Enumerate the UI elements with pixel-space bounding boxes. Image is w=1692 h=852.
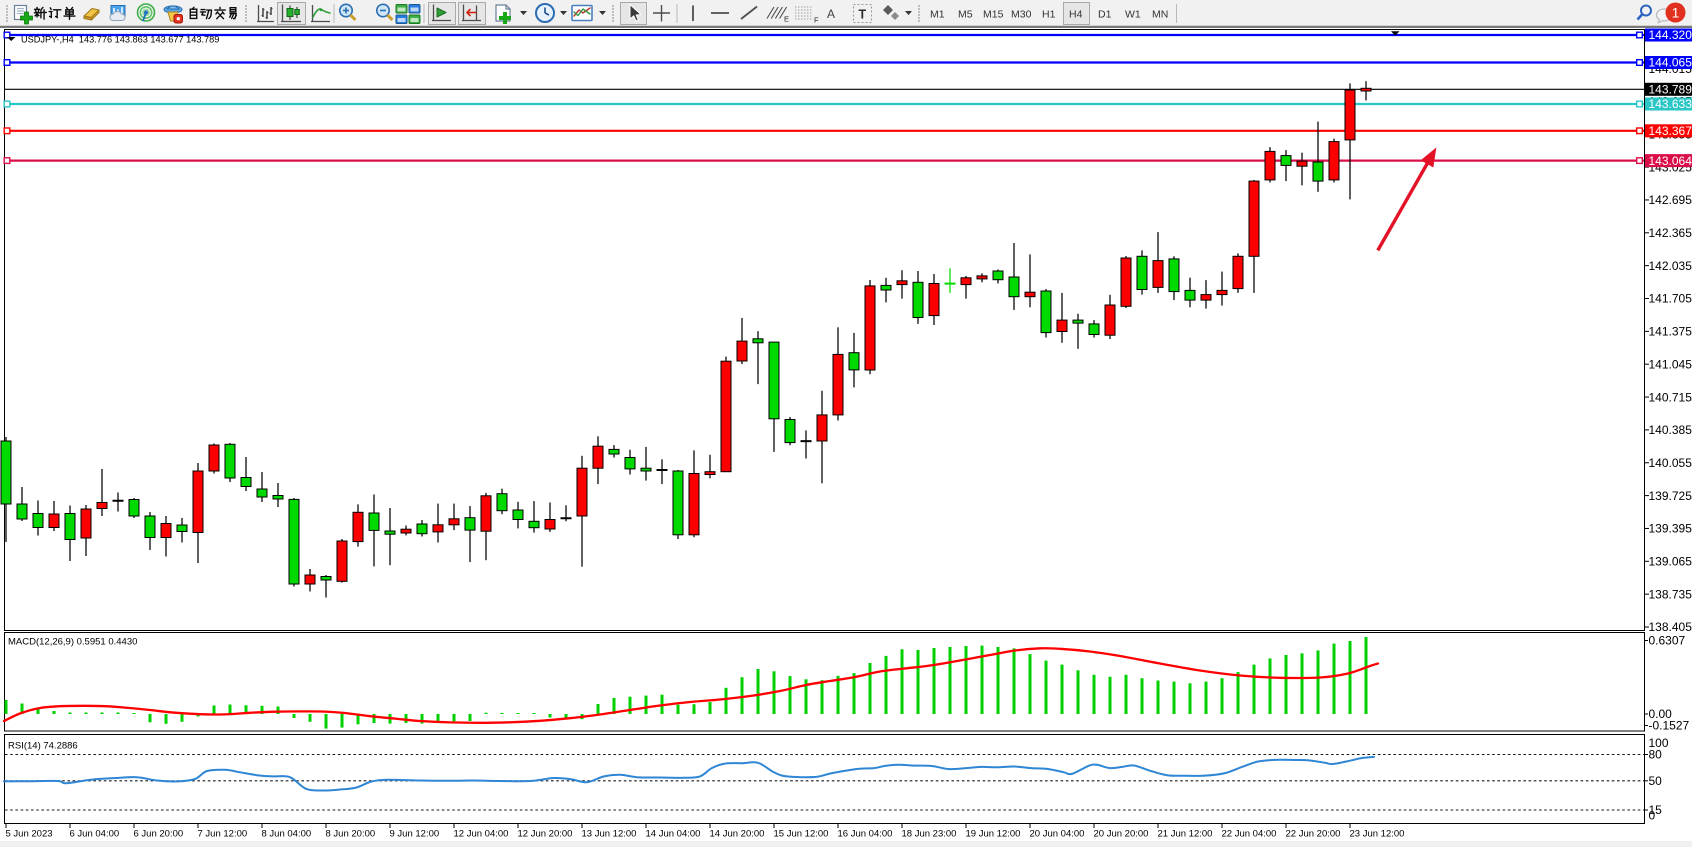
svg-text:141.045: 141.045: [1649, 357, 1692, 371]
svg-text:142.035: 142.035: [1649, 259, 1692, 273]
svg-text:0.6307: 0.6307: [1649, 634, 1686, 648]
svg-text:140.055: 140.055: [1649, 456, 1692, 470]
svg-text:144.320: 144.320: [1649, 28, 1692, 42]
svg-text:A: A: [827, 7, 835, 21]
svg-text:8 Jun 04:00: 8 Jun 04:00: [262, 829, 312, 840]
svg-text:139.725: 139.725: [1649, 489, 1692, 503]
svg-text:8 Jun 20:00: 8 Jun 20:00: [326, 829, 376, 840]
svg-text:139.065: 139.065: [1649, 555, 1692, 569]
svg-text:M15: M15: [983, 9, 1004, 21]
svg-text:0: 0: [1649, 809, 1656, 823]
svg-text:W1: W1: [1125, 9, 1141, 21]
svg-text:14 Jun 20:00: 14 Jun 20:00: [710, 829, 765, 840]
svg-text:-0.1527: -0.1527: [1649, 719, 1690, 733]
svg-text:12 Jun 20:00: 12 Jun 20:00: [518, 829, 573, 840]
svg-text:7 Jun 12:00: 7 Jun 12:00: [198, 829, 248, 840]
svg-text:E: E: [784, 15, 789, 24]
svg-text:H1: H1: [1042, 9, 1056, 21]
svg-text:142.695: 142.695: [1649, 193, 1692, 207]
svg-text:14 Jun 04:00: 14 Jun 04:00: [646, 829, 701, 840]
svg-text:50: 50: [1649, 774, 1663, 788]
svg-text:12 Jun 04:00: 12 Jun 04:00: [454, 829, 509, 840]
svg-text:6 Jun 20:00: 6 Jun 20:00: [134, 829, 184, 840]
svg-text:138.735: 138.735: [1649, 587, 1692, 601]
svg-text:F: F: [814, 16, 819, 25]
svg-text:9 Jun 12:00: 9 Jun 12:00: [390, 829, 440, 840]
svg-text:H4: H4: [1069, 9, 1083, 21]
svg-text:20 Jun 20:00: 20 Jun 20:00: [1094, 829, 1149, 840]
svg-text:T: T: [859, 8, 867, 22]
svg-text:141.705: 141.705: [1649, 292, 1692, 306]
svg-text:21 Jun 12:00: 21 Jun 12:00: [1158, 829, 1213, 840]
svg-text:USDJPY-,H4 143.776 143.863 14: USDJPY-,H4 143.776 143.863 143.677 143.7…: [21, 35, 219, 45]
svg-text:140.385: 140.385: [1649, 423, 1692, 437]
svg-text:80: 80: [1649, 748, 1663, 762]
svg-text:143.633: 143.633: [1649, 97, 1692, 111]
svg-text:141.375: 141.375: [1649, 325, 1692, 339]
svg-text:138.405: 138.405: [1649, 620, 1692, 634]
svg-text:23 Jun 12:00: 23 Jun 12:00: [1350, 829, 1405, 840]
svg-text:18 Jun 23:00: 18 Jun 23:00: [902, 829, 957, 840]
svg-text:143.789: 143.789: [1649, 83, 1692, 97]
svg-text:MACD(12,26,9) 0.5951 0.4430: MACD(12,26,9) 0.5951 0.4430: [8, 637, 137, 648]
svg-text:144.065: 144.065: [1649, 56, 1692, 70]
svg-text:143.367: 143.367: [1649, 124, 1692, 138]
svg-text:139.395: 139.395: [1649, 522, 1692, 536]
svg-text:20 Jun 04:00: 20 Jun 04:00: [1030, 829, 1085, 840]
svg-text:M1: M1: [930, 9, 945, 21]
svg-text:5 Jun 2023: 5 Jun 2023: [6, 829, 53, 840]
svg-text:1: 1: [1672, 4, 1680, 20]
svg-text:143.064: 143.064: [1649, 154, 1692, 168]
svg-text:RSI(14) 74.2886: RSI(14) 74.2886: [8, 741, 78, 752]
svg-text:6 Jun 04:00: 6 Jun 04:00: [70, 829, 120, 840]
svg-text:22 Jun 04:00: 22 Jun 04:00: [1222, 829, 1277, 840]
svg-text:22 Jun 20:00: 22 Jun 20:00: [1286, 829, 1341, 840]
svg-text:140.715: 140.715: [1649, 390, 1692, 404]
svg-text:15 Jun 12:00: 15 Jun 12:00: [774, 829, 829, 840]
svg-text:M30: M30: [1011, 9, 1032, 21]
svg-text:16 Jun 04:00: 16 Jun 04:00: [838, 829, 893, 840]
svg-text:D1: D1: [1098, 9, 1112, 21]
svg-text:19 Jun 12:00: 19 Jun 12:00: [966, 829, 1021, 840]
svg-text:MN: MN: [1152, 9, 1168, 21]
svg-text:13 Jun 12:00: 13 Jun 12:00: [582, 829, 637, 840]
svg-text:M5: M5: [958, 9, 973, 21]
svg-text:142.365: 142.365: [1649, 226, 1692, 240]
